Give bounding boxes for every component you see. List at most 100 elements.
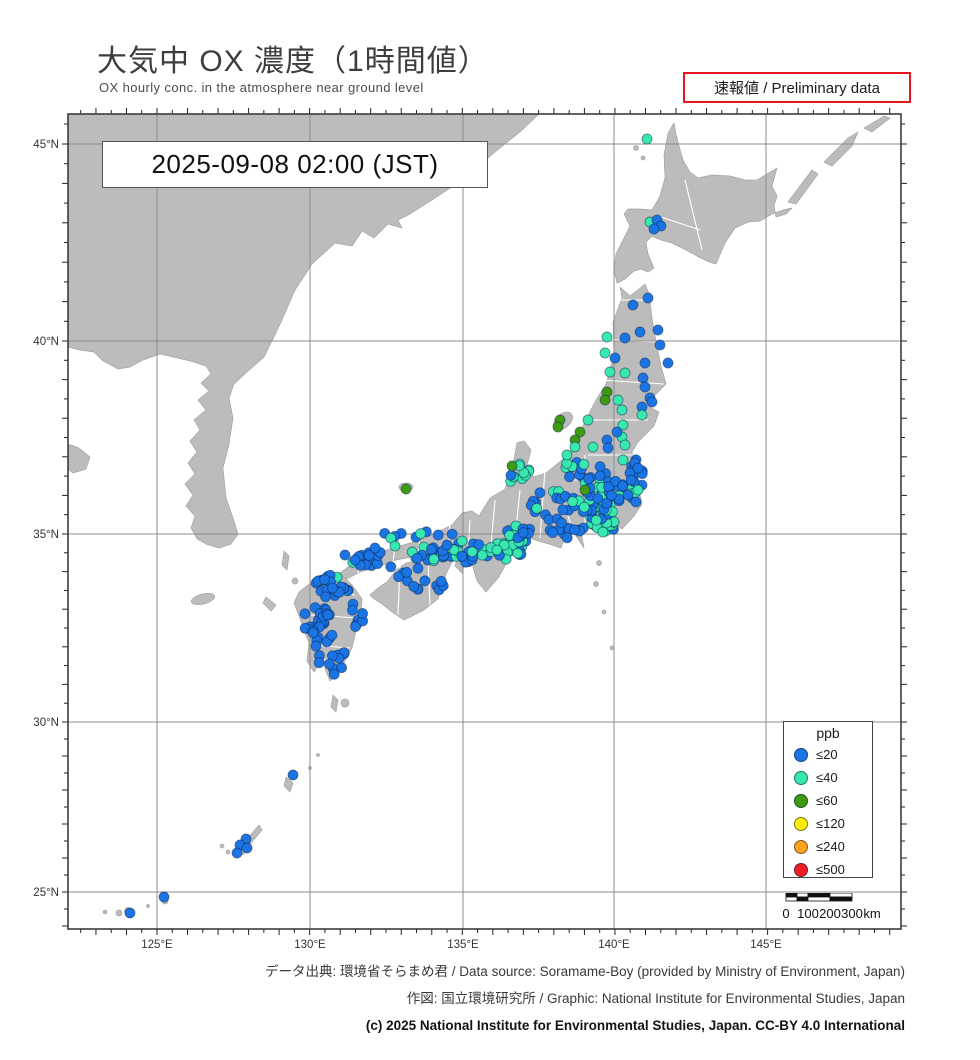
station-dot bbox=[639, 357, 651, 369]
station-dot bbox=[231, 847, 243, 859]
lon-axis-label: 125°E bbox=[141, 939, 173, 951]
station-dot bbox=[602, 442, 614, 454]
map-frame-border bbox=[67, 113, 902, 930]
landmass-urup bbox=[863, 115, 891, 133]
station-dot bbox=[491, 544, 503, 556]
station-dot bbox=[557, 504, 569, 516]
legend-title: ppb bbox=[816, 725, 840, 741]
landmass-iki bbox=[291, 577, 299, 585]
station-dot bbox=[328, 668, 340, 680]
station-dot bbox=[327, 582, 338, 594]
scale-segment bbox=[785, 896, 798, 902]
station-dot bbox=[619, 439, 631, 451]
landmass-shandong bbox=[68, 443, 91, 474]
scale-bar-unit: km bbox=[863, 906, 881, 921]
landmass-yakushima bbox=[340, 698, 350, 708]
landmass-jeju bbox=[190, 592, 216, 606]
station-dot bbox=[601, 497, 613, 509]
legend-row: ≤60 bbox=[784, 789, 872, 812]
station-dot bbox=[415, 528, 427, 540]
legend-label: ≤240 bbox=[816, 839, 845, 854]
landmass-tsushima bbox=[281, 550, 290, 571]
station-dot bbox=[646, 396, 658, 408]
station-dot bbox=[612, 394, 624, 406]
station-dot bbox=[604, 366, 616, 378]
data-source-credit: データ出典: 環境省そらまめ君 / Data source: Soramame-… bbox=[265, 964, 905, 979]
legend-label: ≤500 bbox=[816, 862, 845, 877]
station-dot bbox=[124, 907, 136, 919]
landmass-izu-south bbox=[609, 645, 615, 651]
footer-credits: データ出典: 環境省そらまめ君 / Data source: Soramame-… bbox=[0, 958, 905, 1039]
station-dot bbox=[616, 404, 628, 416]
station-dot bbox=[411, 552, 423, 564]
station-dot bbox=[349, 554, 361, 566]
station-dot bbox=[412, 562, 424, 574]
station-dot bbox=[441, 539, 453, 551]
station-dot bbox=[599, 394, 611, 406]
lon-axis-label: 130°E bbox=[294, 939, 326, 951]
station-dot bbox=[369, 542, 381, 554]
station-dot bbox=[512, 547, 524, 559]
station-dot bbox=[590, 514, 602, 526]
station-dot bbox=[534, 487, 546, 499]
landmass-tokara-1 bbox=[316, 753, 320, 757]
landmass-iriomote bbox=[115, 909, 123, 917]
lat-axis-label: 45°N bbox=[33, 139, 59, 151]
station-dot bbox=[385, 561, 397, 573]
station-dot bbox=[564, 471, 575, 483]
scale-segment bbox=[829, 896, 853, 902]
station-dot bbox=[632, 484, 644, 496]
station-dot bbox=[339, 549, 351, 561]
station-dot bbox=[594, 470, 606, 482]
scale-segment bbox=[796, 896, 809, 902]
station-dot bbox=[639, 381, 651, 393]
station-dot bbox=[408, 580, 420, 592]
station-dot bbox=[323, 658, 335, 670]
legend-label: ≤120 bbox=[816, 816, 845, 831]
scale-segment bbox=[829, 893, 853, 898]
legend-dot-yellow bbox=[794, 816, 808, 831]
page-title: 大気中 OX 濃度（1時間値） bbox=[97, 45, 489, 78]
station-dot bbox=[531, 502, 543, 514]
landmass-goto bbox=[262, 596, 277, 612]
station-dot bbox=[432, 529, 444, 541]
station-dot bbox=[547, 527, 559, 539]
copyright-line: (c) 2025 National Institute for Environm… bbox=[365, 1018, 905, 1033]
station-dot bbox=[517, 527, 529, 539]
station-dot bbox=[350, 621, 361, 632]
station-dot bbox=[320, 591, 332, 603]
landmass-hachijojima bbox=[601, 609, 607, 615]
station-dot bbox=[625, 474, 637, 486]
station-dot bbox=[594, 461, 606, 473]
landmass-tanegashima bbox=[330, 694, 339, 713]
station-dot bbox=[569, 524, 580, 536]
station-dot bbox=[617, 419, 629, 431]
station-dot bbox=[601, 331, 613, 343]
legend-label: ≤60 bbox=[816, 793, 838, 808]
station-dot bbox=[583, 473, 595, 485]
lat-axis-label: 35°N bbox=[33, 529, 59, 541]
station-dot bbox=[630, 496, 642, 508]
station-dot bbox=[569, 441, 581, 453]
map-frame: 45°N 40°N 35°N 30°N 25°N 125°E 130°E 135°E 140°E… bbox=[33, 108, 907, 951]
legend-label: ≤40 bbox=[816, 770, 838, 785]
station-dot bbox=[425, 543, 437, 555]
legend-row: ≤40 bbox=[784, 766, 872, 789]
station-dot bbox=[346, 604, 358, 616]
station-dot bbox=[648, 223, 660, 235]
legend-row: ≤20 bbox=[784, 743, 872, 766]
station-dot bbox=[637, 372, 649, 384]
landmass-yonaguni bbox=[102, 909, 108, 915]
landmass-iturup bbox=[823, 131, 859, 167]
station-dot bbox=[634, 326, 646, 338]
station-dot bbox=[287, 769, 299, 781]
lat-axis-label: 30°N bbox=[33, 717, 59, 729]
station-dot bbox=[401, 566, 413, 578]
station-dot bbox=[641, 133, 653, 145]
legend-dot-green bbox=[794, 793, 808, 808]
landmass-rebun bbox=[640, 155, 646, 161]
station-dot bbox=[606, 489, 617, 501]
legend-dot-red bbox=[794, 862, 808, 877]
landmass-rishiri bbox=[633, 145, 639, 151]
station-dot bbox=[319, 574, 331, 585]
